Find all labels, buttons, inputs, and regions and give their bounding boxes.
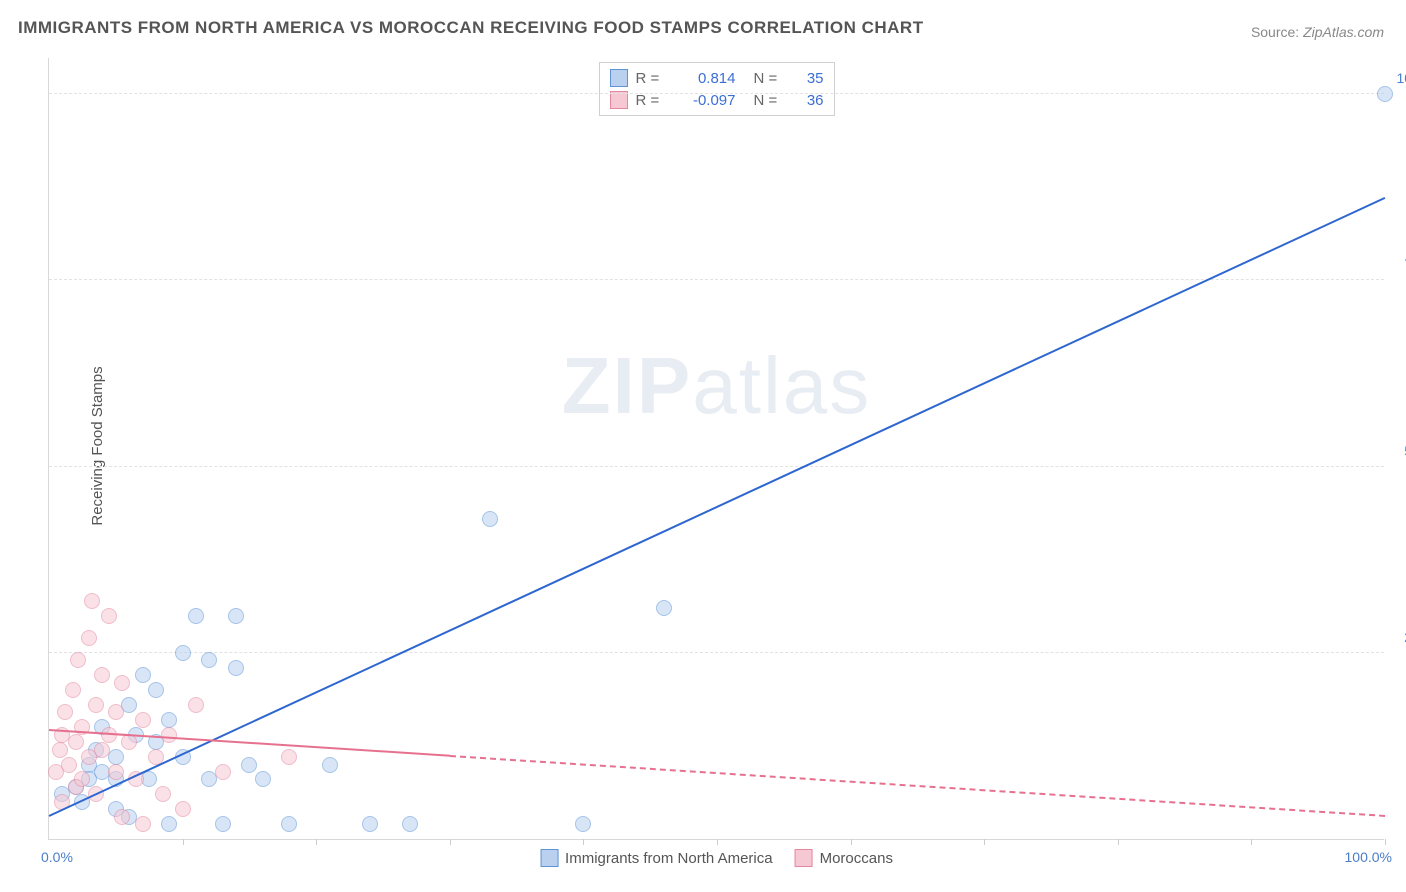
legend-n-value: 35 [794,70,824,87]
data-point [114,675,130,691]
gridline [49,279,1384,280]
data-point [81,630,97,646]
legend-series-label: Immigrants from North America [565,850,773,867]
watermark: ZIPatlas [562,340,871,432]
plot-container: ZIPatlas R =0.814N =35R =-0.097N =36 0.0… [48,58,1384,840]
data-point [175,645,191,661]
x-tick [583,839,584,845]
data-point [241,757,257,773]
x-tick [183,839,184,845]
trend-line [49,197,1386,817]
data-point [52,742,68,758]
watermark-zip: ZIP [562,341,692,430]
legend-correlation-row: R = 0.814 N = 35 [610,67,824,89]
data-point [74,771,90,787]
data-point [121,734,137,750]
source-prefix: Source: [1251,24,1303,40]
data-point [228,660,244,676]
watermark-atlas: atlas [692,341,871,430]
legend-swatch [610,69,628,87]
legend-swatch [540,849,558,867]
gridline [49,652,1384,653]
legend-series: Immigrants from North America Moroccans [540,849,893,867]
x-tick [1251,839,1252,845]
data-point [108,764,124,780]
data-point [101,608,117,624]
legend-r-value: 0.814 [676,70,736,87]
legend-correlation-box: R =0.814N =35R =-0.097N =36 [599,62,835,116]
data-point [255,771,271,787]
data-point [188,608,204,624]
data-point [215,816,231,832]
data-point [94,667,110,683]
data-point [362,816,378,832]
x-axis-max-label: 100.0% [1345,849,1392,865]
data-point [70,652,86,668]
source-attribution: Source: ZipAtlas.com [1251,24,1384,40]
data-point [575,816,591,832]
data-point [201,652,217,668]
data-point [65,682,81,698]
data-point [135,712,151,728]
legend-r-label: R = [636,70,668,87]
x-tick [1118,839,1119,845]
data-point [215,764,231,780]
legend-series-label: Moroccans [820,850,893,867]
data-point [402,816,418,832]
chart-title: IMMIGRANTS FROM NORTH AMERICA VS MOROCCA… [18,18,924,38]
data-point [1377,86,1393,102]
data-point [656,600,672,616]
gridline [49,466,1384,467]
data-point [135,816,151,832]
data-point [114,809,130,825]
data-point [175,801,191,817]
data-point [188,697,204,713]
data-point [88,697,104,713]
data-point [281,816,297,832]
data-point [108,704,124,720]
data-point [61,757,77,773]
legend-series-item: Moroccans [795,849,893,867]
legend-n-label: N = [754,70,786,87]
data-point [281,749,297,765]
legend-series-item: Immigrants from North America [540,849,773,867]
data-point [68,734,84,750]
x-tick [450,839,451,845]
data-point [322,757,338,773]
data-point [228,608,244,624]
x-axis-min-label: 0.0% [41,849,73,865]
x-tick [1385,839,1386,845]
data-point [161,816,177,832]
plot-area: ZIPatlas R =0.814N =35R =-0.097N =36 0.0… [48,58,1384,840]
x-tick [851,839,852,845]
data-point [482,511,498,527]
gridline [49,93,1384,94]
data-point [84,593,100,609]
data-point [148,682,164,698]
legend-swatch [795,849,813,867]
x-tick [717,839,718,845]
data-point [57,704,73,720]
data-point [155,786,171,802]
x-tick [984,839,985,845]
data-point [161,712,177,728]
source-name: ZipAtlas.com [1303,24,1384,40]
trend-line [450,755,1385,817]
data-point [161,727,177,743]
x-tick [316,839,317,845]
data-point [135,667,151,683]
y-tick-label: 100.0% [1397,70,1406,86]
data-point [94,742,110,758]
